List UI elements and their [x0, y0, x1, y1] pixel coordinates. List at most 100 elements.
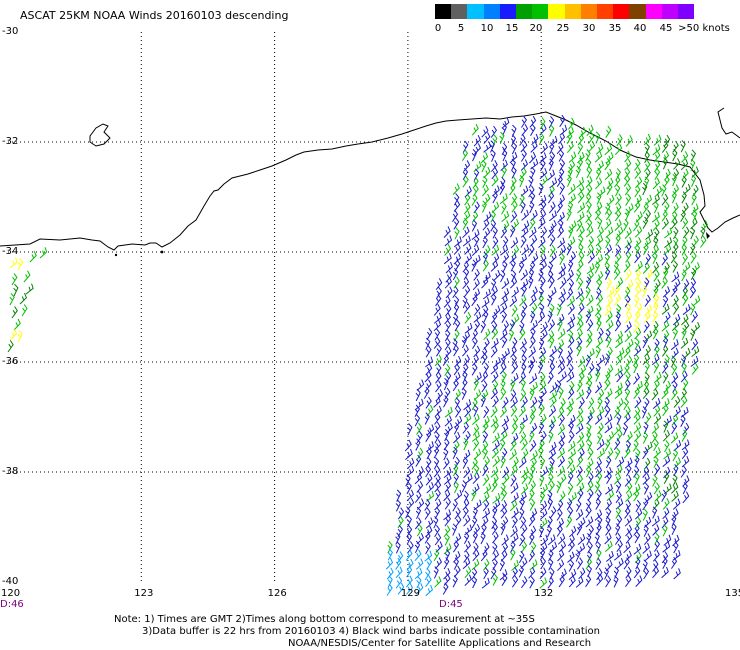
legend-label: 45	[659, 23, 673, 34]
wind-barb	[415, 506, 422, 520]
wind-barb	[644, 441, 653, 453]
wind-barb	[547, 330, 555, 343]
wind-barb	[587, 406, 595, 419]
wind-barb	[443, 447, 449, 461]
wind-barb	[670, 217, 678, 230]
wind-barb	[511, 286, 519, 298]
wind-barb	[576, 523, 583, 536]
wind-barb	[623, 363, 630, 376]
wind-barb	[443, 543, 452, 555]
wind-barb	[615, 480, 622, 494]
wind-barb	[529, 412, 536, 425]
wind-barb	[604, 304, 612, 317]
wind-barb	[433, 312, 442, 324]
wind-barb	[681, 253, 689, 266]
wind-barb	[472, 472, 480, 485]
wind-barb	[463, 531, 470, 545]
wind-barb	[434, 576, 442, 588]
wind-barb	[681, 429, 688, 442]
longitude-label: 135	[725, 588, 740, 599]
wind-barb	[518, 260, 525, 273]
wind-barb	[681, 191, 687, 204]
wind-barb	[625, 531, 633, 544]
wind-barb	[518, 565, 525, 578]
wind-barb	[518, 175, 525, 188]
longitude-label: 120	[1, 588, 21, 599]
legend-swatch	[629, 4, 646, 19]
wind-barb	[566, 320, 575, 332]
wind-barb	[425, 337, 431, 350]
wind-barb	[624, 227, 632, 239]
wind-barb	[644, 412, 652, 425]
wind-barb	[613, 575, 619, 588]
wind-barb	[585, 354, 592, 367]
wind-barb	[528, 267, 535, 281]
wind-barb	[567, 183, 576, 195]
wind-barb	[425, 490, 435, 502]
wind-barb	[501, 142, 508, 155]
wind-barb	[519, 534, 526, 547]
wind-barb	[643, 524, 649, 537]
wind-barb	[566, 131, 573, 144]
wind-barb	[518, 371, 526, 384]
wind-barb	[643, 242, 649, 256]
wind-barb	[635, 303, 643, 315]
wind-barb	[490, 466, 499, 478]
wind-barb	[557, 269, 566, 280]
wind-barb	[548, 210, 557, 222]
wind-barb	[672, 168, 680, 181]
wind-barb	[634, 455, 640, 468]
wind-barb	[464, 243, 472, 255]
wind-barb	[463, 202, 471, 215]
wind-barb	[520, 200, 526, 214]
wind-barb	[463, 490, 469, 503]
wind-barb	[652, 397, 661, 409]
wind-barb	[595, 540, 601, 554]
wind-barb	[425, 517, 434, 529]
wind-barb	[652, 320, 659, 333]
wind-barb	[585, 276, 592, 289]
wind-barb	[415, 388, 421, 402]
wind-barb	[549, 382, 558, 394]
wind-barb	[549, 244, 556, 257]
wind-barb	[501, 335, 508, 348]
wind-barb	[511, 304, 518, 317]
wind-barb	[435, 278, 443, 291]
wind-barb	[653, 405, 661, 417]
wind-barb	[414, 549, 422, 562]
wind-barb	[499, 328, 508, 341]
wind-barb	[690, 174, 697, 187]
wind-barb	[461, 148, 469, 161]
wind-barb	[424, 370, 432, 383]
wind-barb	[595, 336, 604, 349]
wind-barb	[691, 346, 700, 357]
wind-barb	[500, 159, 508, 171]
wind-barb	[433, 465, 441, 478]
wind-barb	[540, 329, 548, 341]
wind-barb	[521, 124, 529, 136]
wind-barb	[416, 583, 424, 595]
wind-barb	[473, 404, 479, 417]
wind-barb	[605, 515, 611, 529]
wind-barb	[463, 285, 471, 298]
wind-barb	[549, 345, 557, 358]
wind-barb	[539, 413, 547, 426]
wind-barb	[623, 397, 630, 411]
wind-barb	[462, 421, 470, 434]
wind-barb	[576, 379, 583, 393]
wind-barb	[691, 338, 699, 351]
wind-barb	[452, 312, 459, 326]
wind-barb	[471, 294, 478, 307]
wind-barb	[435, 371, 442, 384]
wind-barb	[690, 267, 697, 281]
wind-barb	[464, 524, 473, 536]
wind-barb	[606, 431, 615, 443]
wind-barb	[472, 288, 481, 300]
wind-barb	[547, 226, 555, 239]
wind-barb	[690, 303, 696, 316]
wind-barb	[556, 142, 564, 155]
wind-barb	[682, 378, 689, 391]
wind-barb	[415, 454, 422, 467]
wind-barb	[567, 414, 576, 427]
wind-barb	[604, 405, 611, 418]
